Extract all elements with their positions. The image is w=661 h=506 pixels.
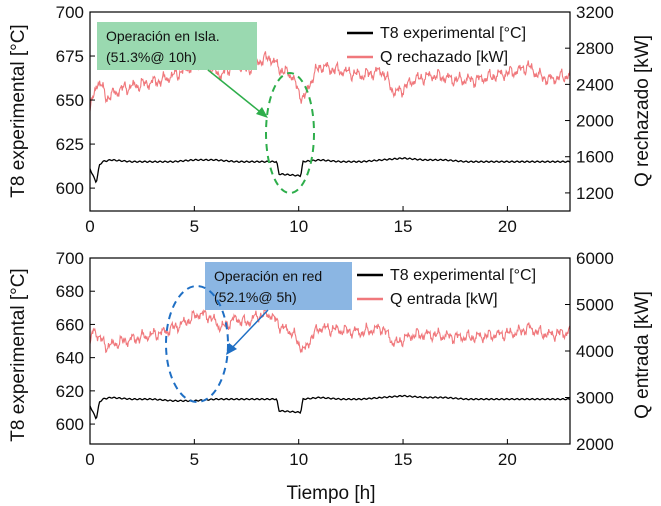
bottom-left-axis-title: T8 experimental [°C] [8, 268, 29, 441]
annotation-red: Operación en red (52.1%@ 5h) [165, 262, 352, 403]
y-left-tick-label: 600 [56, 179, 84, 198]
annotation-red-arrow [229, 309, 269, 351]
y-right-tick-label: 2400 [576, 75, 614, 94]
y-left-tick-label: 600 [56, 415, 84, 434]
y-left-tick-label: 640 [56, 349, 84, 368]
x-tick-label: 20 [498, 217, 517, 236]
t8-series-top [89, 156, 571, 184]
t8-series-line [89, 394, 571, 420]
top-legend: T8 experimental [°C] Q rechazado [kW] [347, 25, 526, 66]
annotation-isla: Operación en Isla. (51.3%@ 10h) [97, 22, 315, 194]
top-left-axis-title: T8 experimental [°C] [8, 24, 29, 197]
x-axis-title: Tiempo [h] [286, 483, 375, 504]
t8-series-line [89, 156, 571, 184]
bottom-right-axis-title: Q entrada [kW] [632, 291, 653, 419]
top-panel: 0 5 10 15 20 600 625 650 675 700 1200 1600 2000 2400 2… [8, 3, 653, 236]
y-left-tick-label: 625 [56, 135, 84, 154]
annotation-isla-ellipse [265, 72, 315, 194]
x-tick-label: 10 [289, 217, 308, 236]
y-left-tick-label: 660 [56, 315, 84, 334]
y-left-tick-label: 675 [56, 47, 84, 66]
bottom-legend: T8 experimental [°C] Q entrada [kW] [357, 267, 536, 308]
annotation-red-ellipse [165, 285, 229, 403]
annotation-isla-arrowhead [256, 107, 268, 118]
annotation-red-line1: Operación en red [214, 268, 322, 284]
annotation-red-box [205, 262, 352, 310]
t8-series-bottom [89, 394, 571, 420]
y-right-tick-label: 5000 [576, 296, 614, 315]
annotation-isla-box [97, 22, 257, 70]
annotation-isla-line2: (51.3%@ 10h) [106, 49, 196, 65]
legend-label-t8-top: T8 experimental [°C] [380, 25, 526, 42]
x-tick-label: 15 [394, 217, 413, 236]
y-right-tick-label: 1600 [576, 148, 614, 167]
y-left-tick-label: 620 [56, 382, 84, 401]
legend-label-t8-bottom: T8 experimental [°C] [390, 267, 536, 284]
q-series-line [89, 51, 571, 112]
top-right-axis-title: Q rechazado [kW] [632, 35, 653, 187]
legend-label-q-rechazado: Q rechazado [kW] [380, 49, 508, 66]
x-tick-label: 10 [289, 450, 308, 469]
q-entrada-series [89, 307, 571, 354]
x-tick-label: 5 [190, 217, 199, 236]
y-left-tick-label: 700 [56, 249, 84, 268]
legend-label-q-entrada: Q entrada [kW] [390, 291, 498, 308]
y-right-tick-label: 4000 [576, 342, 614, 361]
top-axis-ticks: 0 5 10 15 20 600 625 650 675 700 1200 1600 2000 2400 2… [56, 3, 614, 236]
q-rechazado-series [89, 51, 571, 112]
annotation-red-line2: (52.1%@ 5h) [214, 289, 297, 305]
plot-frame [89, 11, 571, 212]
x-tick-label: 0 [85, 217, 94, 236]
x-tick-label: 5 [190, 450, 199, 469]
y-right-tick-label: 2000 [576, 435, 614, 454]
x-tick-label: 15 [394, 450, 413, 469]
y-left-tick-label: 700 [56, 3, 84, 22]
annotation-isla-line1: Operación en Isla. [106, 28, 220, 44]
y-right-tick-label: 3000 [576, 389, 614, 408]
y-right-tick-label: 6000 [576, 249, 614, 268]
y-right-tick-label: 1200 [576, 184, 614, 203]
x-tick-label: 20 [498, 450, 517, 469]
bottom-panel: 0 5 10 15 20 600 620 640 660 680 700 2000 3000 4000 50… [8, 249, 653, 504]
y-left-tick-label: 650 [56, 91, 84, 110]
y-left-tick-label: 680 [56, 282, 84, 301]
x-tick-label: 0 [85, 450, 94, 469]
y-right-tick-label: 3200 [576, 3, 614, 22]
y-right-tick-label: 2000 [576, 112, 614, 131]
y-right-tick-label: 2800 [576, 39, 614, 58]
top-plot-frame [89, 11, 571, 212]
q-series-line [89, 307, 571, 354]
bottom-axis-ticks: 0 5 10 15 20 600 620 640 660 680 700 2000 3000 4000 50… [56, 249, 614, 469]
annotation-isla-arrow [207, 69, 265, 116]
